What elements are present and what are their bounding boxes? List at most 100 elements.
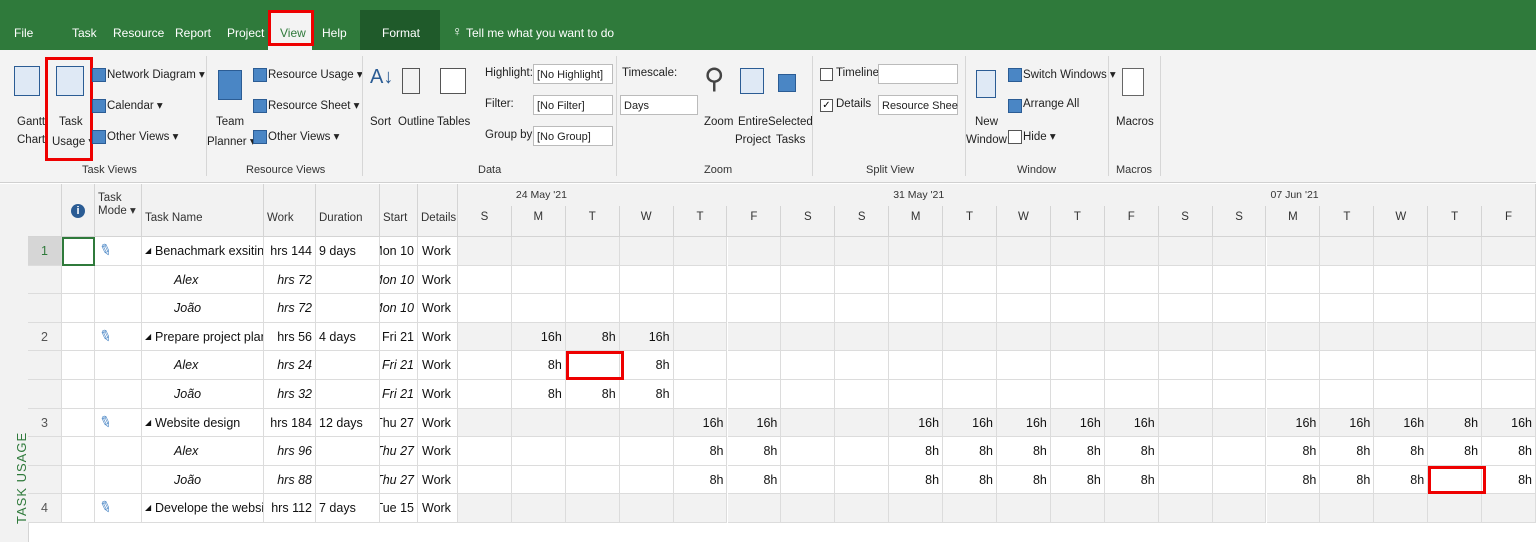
collapse-toggle[interactable]: ◢: [145, 503, 152, 513]
name-cell: ◢ Benachmark exsiting: [142, 237, 264, 266]
work-cell: [997, 322, 1051, 352]
menu-item[interactable]: Other Views ▾: [107, 131, 179, 143]
dropdown[interactable]: [No Filter]: [533, 95, 613, 115]
collapse-toggle[interactable]: ◢: [145, 417, 152, 427]
group-label: Split View: [866, 164, 915, 176]
column-header[interactable]: Task Mode ▾: [95, 184, 142, 237]
task-name[interactable]: Alex: [174, 358, 199, 373]
column-header[interactable]: Details: [418, 184, 458, 237]
work-cell: 8h: [619, 351, 674, 380]
indicator-cell: [62, 237, 95, 266]
work-cell: [673, 351, 728, 380]
button-label[interactable]: Chart: [17, 134, 46, 146]
checkbox[interactable]: [820, 68, 833, 81]
tab[interactable]: Help: [322, 26, 347, 40]
task-name[interactable]: Develope the websit: [155, 501, 264, 516]
checkbox-label[interactable]: Details: [836, 98, 872, 110]
work-cell: [619, 437, 674, 466]
highlight-box: [45, 57, 93, 161]
work-cell: [1050, 380, 1105, 409]
task-name[interactable]: Website design: [155, 415, 241, 430]
column-header[interactable]: Task Name: [142, 184, 264, 237]
menu-item[interactable]: Resource Sheet ▾: [268, 100, 360, 112]
button-label[interactable]: Project: [735, 134, 771, 146]
group-label: Zoom: [704, 164, 733, 176]
tab[interactable]: Project: [227, 26, 265, 40]
day-label: T: [566, 206, 620, 237]
dropdown[interactable]: Resource Shee: [878, 95, 958, 115]
task-name[interactable]: João: [174, 301, 202, 316]
button-label[interactable]: Outline: [398, 116, 435, 128]
work-cell: [1212, 322, 1267, 352]
button-label[interactable]: Tables: [437, 116, 471, 128]
button-label[interactable]: Task: [59, 116, 83, 128]
button-label[interactable]: New: [975, 116, 999, 128]
column-header[interactable]: Duration: [316, 184, 380, 237]
button-label[interactable]: Selected: [768, 116, 813, 128]
work-cell: [1158, 294, 1213, 323]
button-label[interactable]: Usage ▾: [52, 136, 95, 148]
dropdown[interactable]: [No Group]: [533, 126, 613, 146]
menu-item[interactable]: Calendar ▾: [107, 100, 163, 112]
tell-me[interactable]: Tell me what you want to do: [466, 26, 615, 40]
menu-item[interactable]: Resource Usage ▾: [268, 69, 363, 81]
work-cell: [943, 380, 997, 409]
tab[interactable]: Task: [72, 26, 97, 40]
dropdown[interactable]: [878, 64, 958, 84]
tab[interactable]: File: [14, 26, 34, 40]
column-header[interactable]: Work: [264, 184, 316, 237]
tab[interactable]: Report: [175, 26, 212, 40]
work-cell: [565, 465, 620, 495]
day-label: F: [1482, 206, 1536, 237]
work-cell: [943, 294, 997, 323]
menu-item[interactable]: Switch Windows ▾: [1023, 69, 1116, 81]
dropdown[interactable]: Days: [620, 95, 698, 115]
button-label[interactable]: Gantt: [17, 116, 46, 128]
button-label[interactable]: Entire: [738, 116, 769, 128]
menu-item[interactable]: Hide ▾: [1023, 131, 1056, 143]
collapse-toggle[interactable]: ◢: [145, 246, 152, 255]
dropdown[interactable]: [No Highlight]: [533, 64, 613, 84]
indicator-cell: [62, 265, 95, 295]
day-label: S: [835, 206, 890, 237]
work-cell: 8h: [1482, 437, 1536, 466]
tab[interactable]: View: [280, 26, 306, 40]
button-label[interactable]: Tasks: [776, 134, 806, 146]
work-cell: [1212, 351, 1267, 380]
tab[interactable]: Resource: [113, 26, 165, 40]
icon: [253, 130, 267, 144]
task-name[interactable]: Prepare project plan: [155, 329, 264, 344]
icon: [253, 99, 267, 113]
work-cell: 16h: [1320, 408, 1375, 438]
column-header[interactable]: Start: [380, 184, 418, 237]
task-name[interactable]: João: [174, 387, 202, 401]
collapse-toggle[interactable]: ◢: [145, 331, 152, 341]
task-name[interactable]: Benachmark exsiting: [155, 244, 264, 258]
work-cell: [835, 351, 890, 380]
checkbox[interactable]: ✓: [820, 99, 833, 112]
button-label[interactable]: Team: [216, 116, 245, 128]
menu-item[interactable]: Network Diagram ▾: [107, 69, 205, 81]
row-number: 4: [28, 494, 62, 523]
work-cell: [781, 351, 836, 380]
button-label[interactable]: Planner ▾: [207, 136, 256, 148]
week-label: 07 Jun '21: [1270, 189, 1319, 201]
button-label[interactable]: Zoom: [704, 116, 734, 128]
checkbox-label[interactable]: Timeline: [836, 67, 880, 79]
task-name[interactable]: Alex: [174, 272, 199, 287]
work-cell: [997, 351, 1051, 380]
name-cell: João: [142, 465, 264, 495]
tab[interactable]: Format: [382, 26, 421, 40]
task-name[interactable]: João: [174, 472, 202, 487]
button-label[interactable]: Macros: [1116, 116, 1154, 128]
work-cell: [835, 265, 890, 295]
day-label: T: [1428, 206, 1483, 237]
button-label[interactable]: Window: [966, 134, 1007, 146]
menu-item[interactable]: Other Views ▾: [268, 131, 340, 143]
menu-item[interactable]: Arrange All: [1023, 98, 1080, 110]
work-cell: [889, 351, 944, 380]
button-label[interactable]: Sort: [370, 116, 392, 128]
task-name[interactable]: Alex: [174, 444, 199, 459]
work-cell: [1482, 322, 1536, 352]
group-label: Macros: [1116, 164, 1153, 176]
